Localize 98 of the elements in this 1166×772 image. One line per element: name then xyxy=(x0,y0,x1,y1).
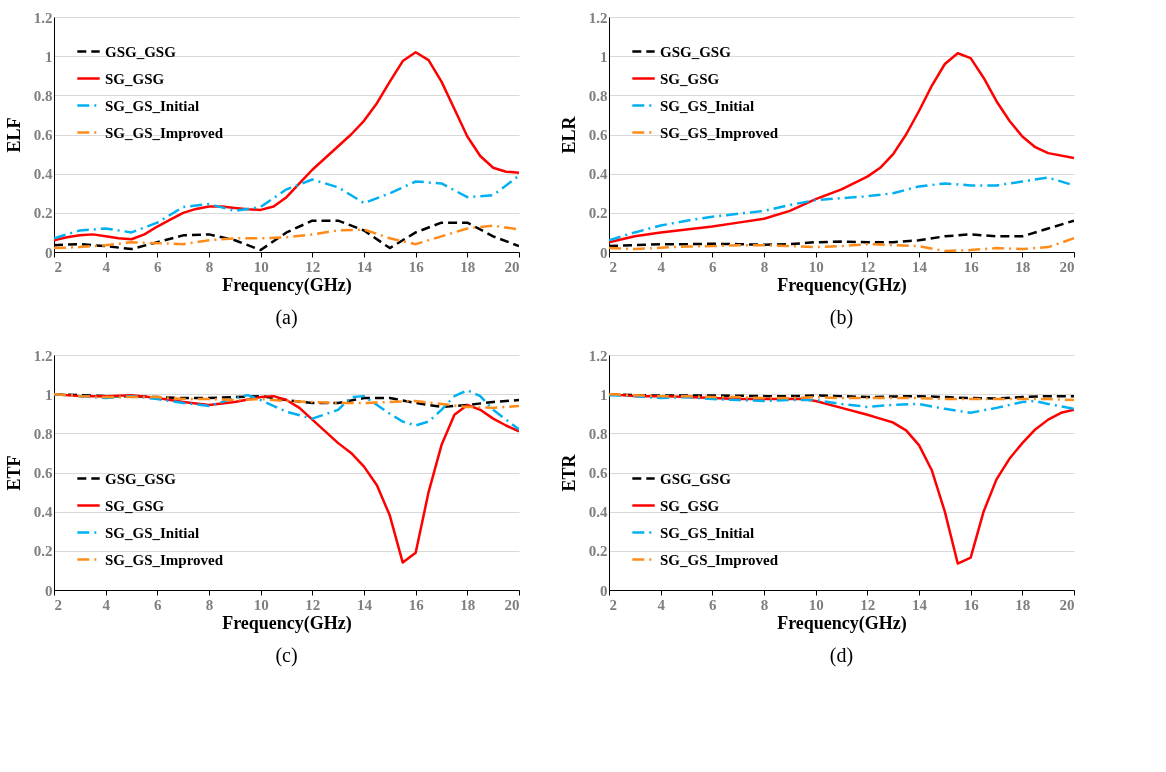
x-tick-label: 18 xyxy=(1015,258,1031,275)
x-tick-label: 12 xyxy=(860,596,876,613)
x-tick-label: 10 xyxy=(253,258,269,275)
x-tick-label: 20 xyxy=(1059,258,1075,275)
x-tick-label: 18 xyxy=(1015,596,1031,613)
legend-label: SG_GSG xyxy=(660,70,720,87)
x-tick-label: 20 xyxy=(504,596,520,613)
legend-label: SG_GSG xyxy=(105,497,165,514)
legend-label: SG_GSG xyxy=(660,497,720,514)
y-tick-label: 0.4 xyxy=(588,166,608,183)
y-tick-label: 0.8 xyxy=(588,425,608,442)
y-axis-title: ELR xyxy=(558,115,579,154)
y-tick-label: 1.2 xyxy=(588,347,608,364)
x-tick-label: 16 xyxy=(963,596,980,613)
y-tick-label: 0.6 xyxy=(33,465,53,481)
y-tick-label: 0.2 xyxy=(588,205,608,222)
x-tick-label: 20 xyxy=(504,258,520,275)
x-tick-label: 4 xyxy=(657,258,666,275)
y-tick-label: 0.4 xyxy=(588,504,608,521)
legend-label: SG_GS_Initial xyxy=(660,97,755,114)
legend-label: GSG_GSG xyxy=(105,470,177,487)
x-tick-label: 14 xyxy=(357,258,373,275)
x-tick-label: 10 xyxy=(808,596,824,613)
x-tick-label: 4 xyxy=(102,596,111,613)
y-axis-title: ETR xyxy=(558,453,579,492)
y-tick-label: 0.2 xyxy=(33,205,53,222)
x-tick-label: 8 xyxy=(205,596,214,613)
x-tick-label: 10 xyxy=(808,258,824,275)
x-tick-label: 8 xyxy=(760,258,769,275)
y-tick-label: 0.6 xyxy=(588,465,608,481)
legend-label: SG_GS_Initial xyxy=(105,97,200,114)
x-tick-label: 8 xyxy=(760,596,769,613)
text: (c) xyxy=(275,644,298,667)
y-tick-label: 1 xyxy=(45,386,53,403)
y-tick-label: 1 xyxy=(600,48,608,65)
y-tick-label: 1.2 xyxy=(33,347,53,364)
legend-label: SG_GS_Improved xyxy=(105,124,224,141)
y-tick-label: 0.8 xyxy=(33,425,53,442)
x-tick-label: 12 xyxy=(860,258,876,275)
text: (b) xyxy=(829,306,854,329)
y-axis-title: ELF xyxy=(3,117,24,153)
y-tick-label: 0 xyxy=(600,582,608,599)
x-axis-title: Frequency(GHz) xyxy=(222,274,352,296)
x-tick-label: 18 xyxy=(460,258,476,275)
legend-label: GSG_GSG xyxy=(660,43,732,60)
legend-label: GSG_GSG xyxy=(105,43,177,60)
y-tick-label: 0.4 xyxy=(33,504,53,521)
legend-label: SG_GS_Improved xyxy=(660,551,779,568)
y-tick-label: 0 xyxy=(45,582,53,599)
y-tick-label: 0.8 xyxy=(33,87,53,104)
y-tick-label: 0.8 xyxy=(588,87,608,104)
x-axis-title: Frequency(GHz) xyxy=(777,274,907,296)
y-tick-label: 0.2 xyxy=(588,543,608,560)
x-tick-label: 14 xyxy=(357,596,373,613)
x-tick-label: 2 xyxy=(54,258,62,275)
legend-label: SG_GS_Initial xyxy=(105,524,200,541)
x-tick-label: 2 xyxy=(609,258,617,275)
y-tick-label: 1.2 xyxy=(33,9,53,26)
x-tick-label: 2 xyxy=(54,596,62,613)
x-tick-label: 2 xyxy=(609,596,617,613)
legend-label: SG_GS_Initial xyxy=(660,524,755,541)
line-series xyxy=(54,174,519,240)
y-tick-label: 0.2 xyxy=(33,543,53,560)
x-tick-label: 12 xyxy=(305,596,321,613)
x-tick-label: 16 xyxy=(408,596,425,613)
x-tick-label: 14 xyxy=(912,258,928,275)
y-tick-label: 0.6 xyxy=(588,127,608,143)
legend-label: SG_GSG xyxy=(105,70,165,87)
x-tick-label: 8 xyxy=(205,258,214,275)
y-tick-label: 1 xyxy=(45,48,53,65)
line-series xyxy=(609,393,1074,415)
y-tick-label: 0.6 xyxy=(33,127,53,143)
x-tick-label: 6 xyxy=(709,596,718,613)
x-tick-label: 12 xyxy=(305,258,321,275)
x-tick-label: 6 xyxy=(709,258,718,275)
legend-label: SG_GS_Improved xyxy=(660,124,779,141)
legend-label: GSG_GSG xyxy=(660,470,732,487)
x-tick-label: 4 xyxy=(102,258,111,275)
x-tick-label: 6 xyxy=(154,596,163,613)
x-tick-label: 16 xyxy=(408,258,425,275)
x-tick-label: 18 xyxy=(460,596,476,613)
x-axis-title: Frequency(GHz) xyxy=(222,612,352,634)
legend-label: SG_GS_Improved xyxy=(105,551,224,568)
text: (a) xyxy=(275,306,298,329)
x-tick-label: 14 xyxy=(912,596,928,613)
x-axis-title: Frequency(GHz) xyxy=(777,612,907,634)
y-tick-label: 1 xyxy=(600,386,608,403)
y-tick-label: 0 xyxy=(45,244,53,261)
x-tick-label: 4 xyxy=(657,596,666,613)
x-tick-label: 10 xyxy=(253,596,269,613)
y-tick-label: 0.4 xyxy=(33,166,53,183)
x-tick-label: 20 xyxy=(1059,596,1075,613)
y-tick-label: 1.2 xyxy=(588,9,608,26)
x-tick-label: 6 xyxy=(154,258,163,275)
y-tick-label: 0 xyxy=(600,244,608,261)
y-axis-title: ETF xyxy=(3,455,24,491)
text: (d) xyxy=(829,644,854,667)
x-tick-label: 16 xyxy=(963,258,980,275)
